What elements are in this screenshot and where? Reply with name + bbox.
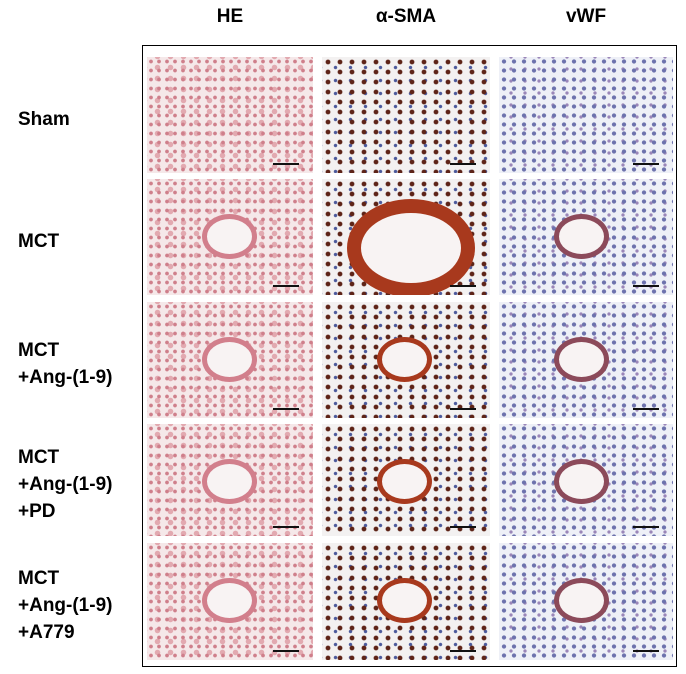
- scale-bar: [273, 163, 299, 165]
- column-header: HE: [216, 6, 244, 27]
- scale-bar: [450, 285, 476, 287]
- micrograph: [147, 424, 313, 536]
- row-label: MCT: [18, 568, 60, 589]
- vessel: [554, 214, 609, 259]
- micrograph: [147, 543, 313, 660]
- micrograph: [499, 424, 673, 536]
- scale-bar: [450, 526, 476, 528]
- vessel: [202, 578, 257, 623]
- vessel: [554, 337, 609, 382]
- micrograph: [322, 543, 490, 660]
- scale-bar: [633, 526, 659, 528]
- scale-bar: [273, 650, 299, 652]
- scale-bar: [273, 285, 299, 287]
- micrograph: [499, 57, 673, 173]
- scale-bar: [450, 408, 476, 410]
- column-header: vWF: [565, 6, 607, 27]
- row-label: +Ang-(1-9): [18, 367, 113, 388]
- vessel: [554, 459, 609, 504]
- vessel: [377, 337, 432, 382]
- vessel: [377, 578, 432, 623]
- micrograph: [147, 57, 313, 173]
- scale-bar: [273, 526, 299, 528]
- row-label: +Ang-(1-9): [18, 473, 113, 495]
- scale-bar: [450, 163, 476, 165]
- row-label: Sham: [18, 108, 70, 130]
- vessel: [202, 459, 257, 504]
- row-label: MCT: [18, 230, 60, 252]
- vessel: [202, 337, 257, 382]
- micrograph: [322, 302, 490, 418]
- vessel: [202, 214, 257, 259]
- micrograph: [322, 424, 490, 536]
- row-label: +Ang-(1-9): [18, 595, 113, 616]
- micrograph: [322, 179, 490, 295]
- scale-bar: [633, 285, 659, 287]
- row-label: +A779: [18, 622, 75, 643]
- scale-bar: [633, 408, 659, 410]
- scale-bar: [633, 650, 659, 652]
- panel-frame: [142, 45, 677, 667]
- scale-bar: [633, 163, 659, 165]
- scale-bar: [273, 408, 299, 410]
- vessel: [554, 578, 609, 623]
- row-label: MCT: [18, 446, 60, 468]
- scale-bar: [450, 650, 476, 652]
- row-label: MCT: [18, 340, 60, 361]
- micrograph: [499, 302, 673, 418]
- row-label: +PD: [18, 500, 56, 522]
- micrograph: [147, 179, 313, 295]
- vessel: [347, 199, 475, 295]
- micrograph: [322, 57, 490, 173]
- micrograph: [499, 179, 673, 295]
- column-header: α-SMA: [375, 6, 437, 27]
- micrograph: [499, 543, 673, 660]
- micrograph: [147, 302, 313, 418]
- vessel: [377, 459, 432, 504]
